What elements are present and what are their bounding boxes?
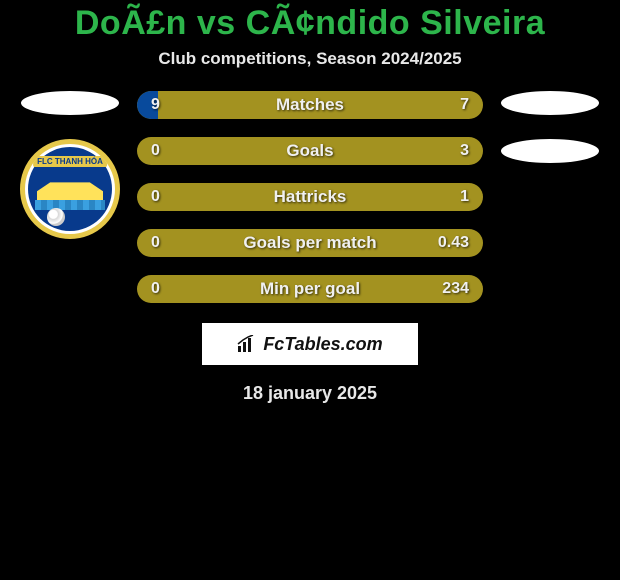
page-title: DoÃ£n vs CÃ¢ndido Silveira	[75, 4, 545, 43]
club-ribbon: FLC THANH HÓA	[33, 156, 107, 167]
stat-label: Hattricks	[137, 183, 483, 211]
stat-bar: 0Hattricks1	[137, 183, 483, 211]
left-player-col: FLC THANH HÓA	[19, 91, 121, 239]
stat-bar: 0Min per goal234	[137, 275, 483, 303]
stat-value-right: 1	[460, 183, 469, 211]
stat-label: Goals per match	[137, 229, 483, 257]
brand-text: FcTables.com	[263, 334, 382, 355]
stat-bar: 9Matches7	[137, 91, 483, 119]
stat-bar: 0Goals3	[137, 137, 483, 165]
stat-label: Min per goal	[137, 275, 483, 303]
right-player-pill-1	[501, 91, 599, 115]
stat-value-right: 3	[460, 137, 469, 165]
subtitle: Club competitions, Season 2024/2025	[158, 49, 461, 69]
stat-value-right: 7	[460, 91, 469, 119]
brand-box[interactable]: FcTables.com	[202, 323, 418, 365]
right-player-col	[499, 91, 601, 163]
stat-bars: 9Matches7 0Goals3 0Hattricks1 0Goals per ma…	[137, 91, 483, 303]
stat-label: Matches	[137, 91, 483, 119]
left-player-pill	[21, 91, 119, 115]
stat-value-right: 234	[442, 275, 469, 303]
stat-bar: 0Goals per match0.43	[137, 229, 483, 257]
date-text: 18 january 2025	[243, 383, 377, 404]
left-club-logo: FLC THANH HÓA	[20, 139, 120, 239]
chart-icon	[237, 335, 257, 353]
stat-value-right: 0.43	[438, 229, 469, 257]
comparison-panel: FLC THANH HÓA 9Matches7 0Goals3 0Hattricks…	[0, 91, 620, 303]
stat-label: Goals	[137, 137, 483, 165]
right-player-pill-2	[501, 139, 599, 163]
